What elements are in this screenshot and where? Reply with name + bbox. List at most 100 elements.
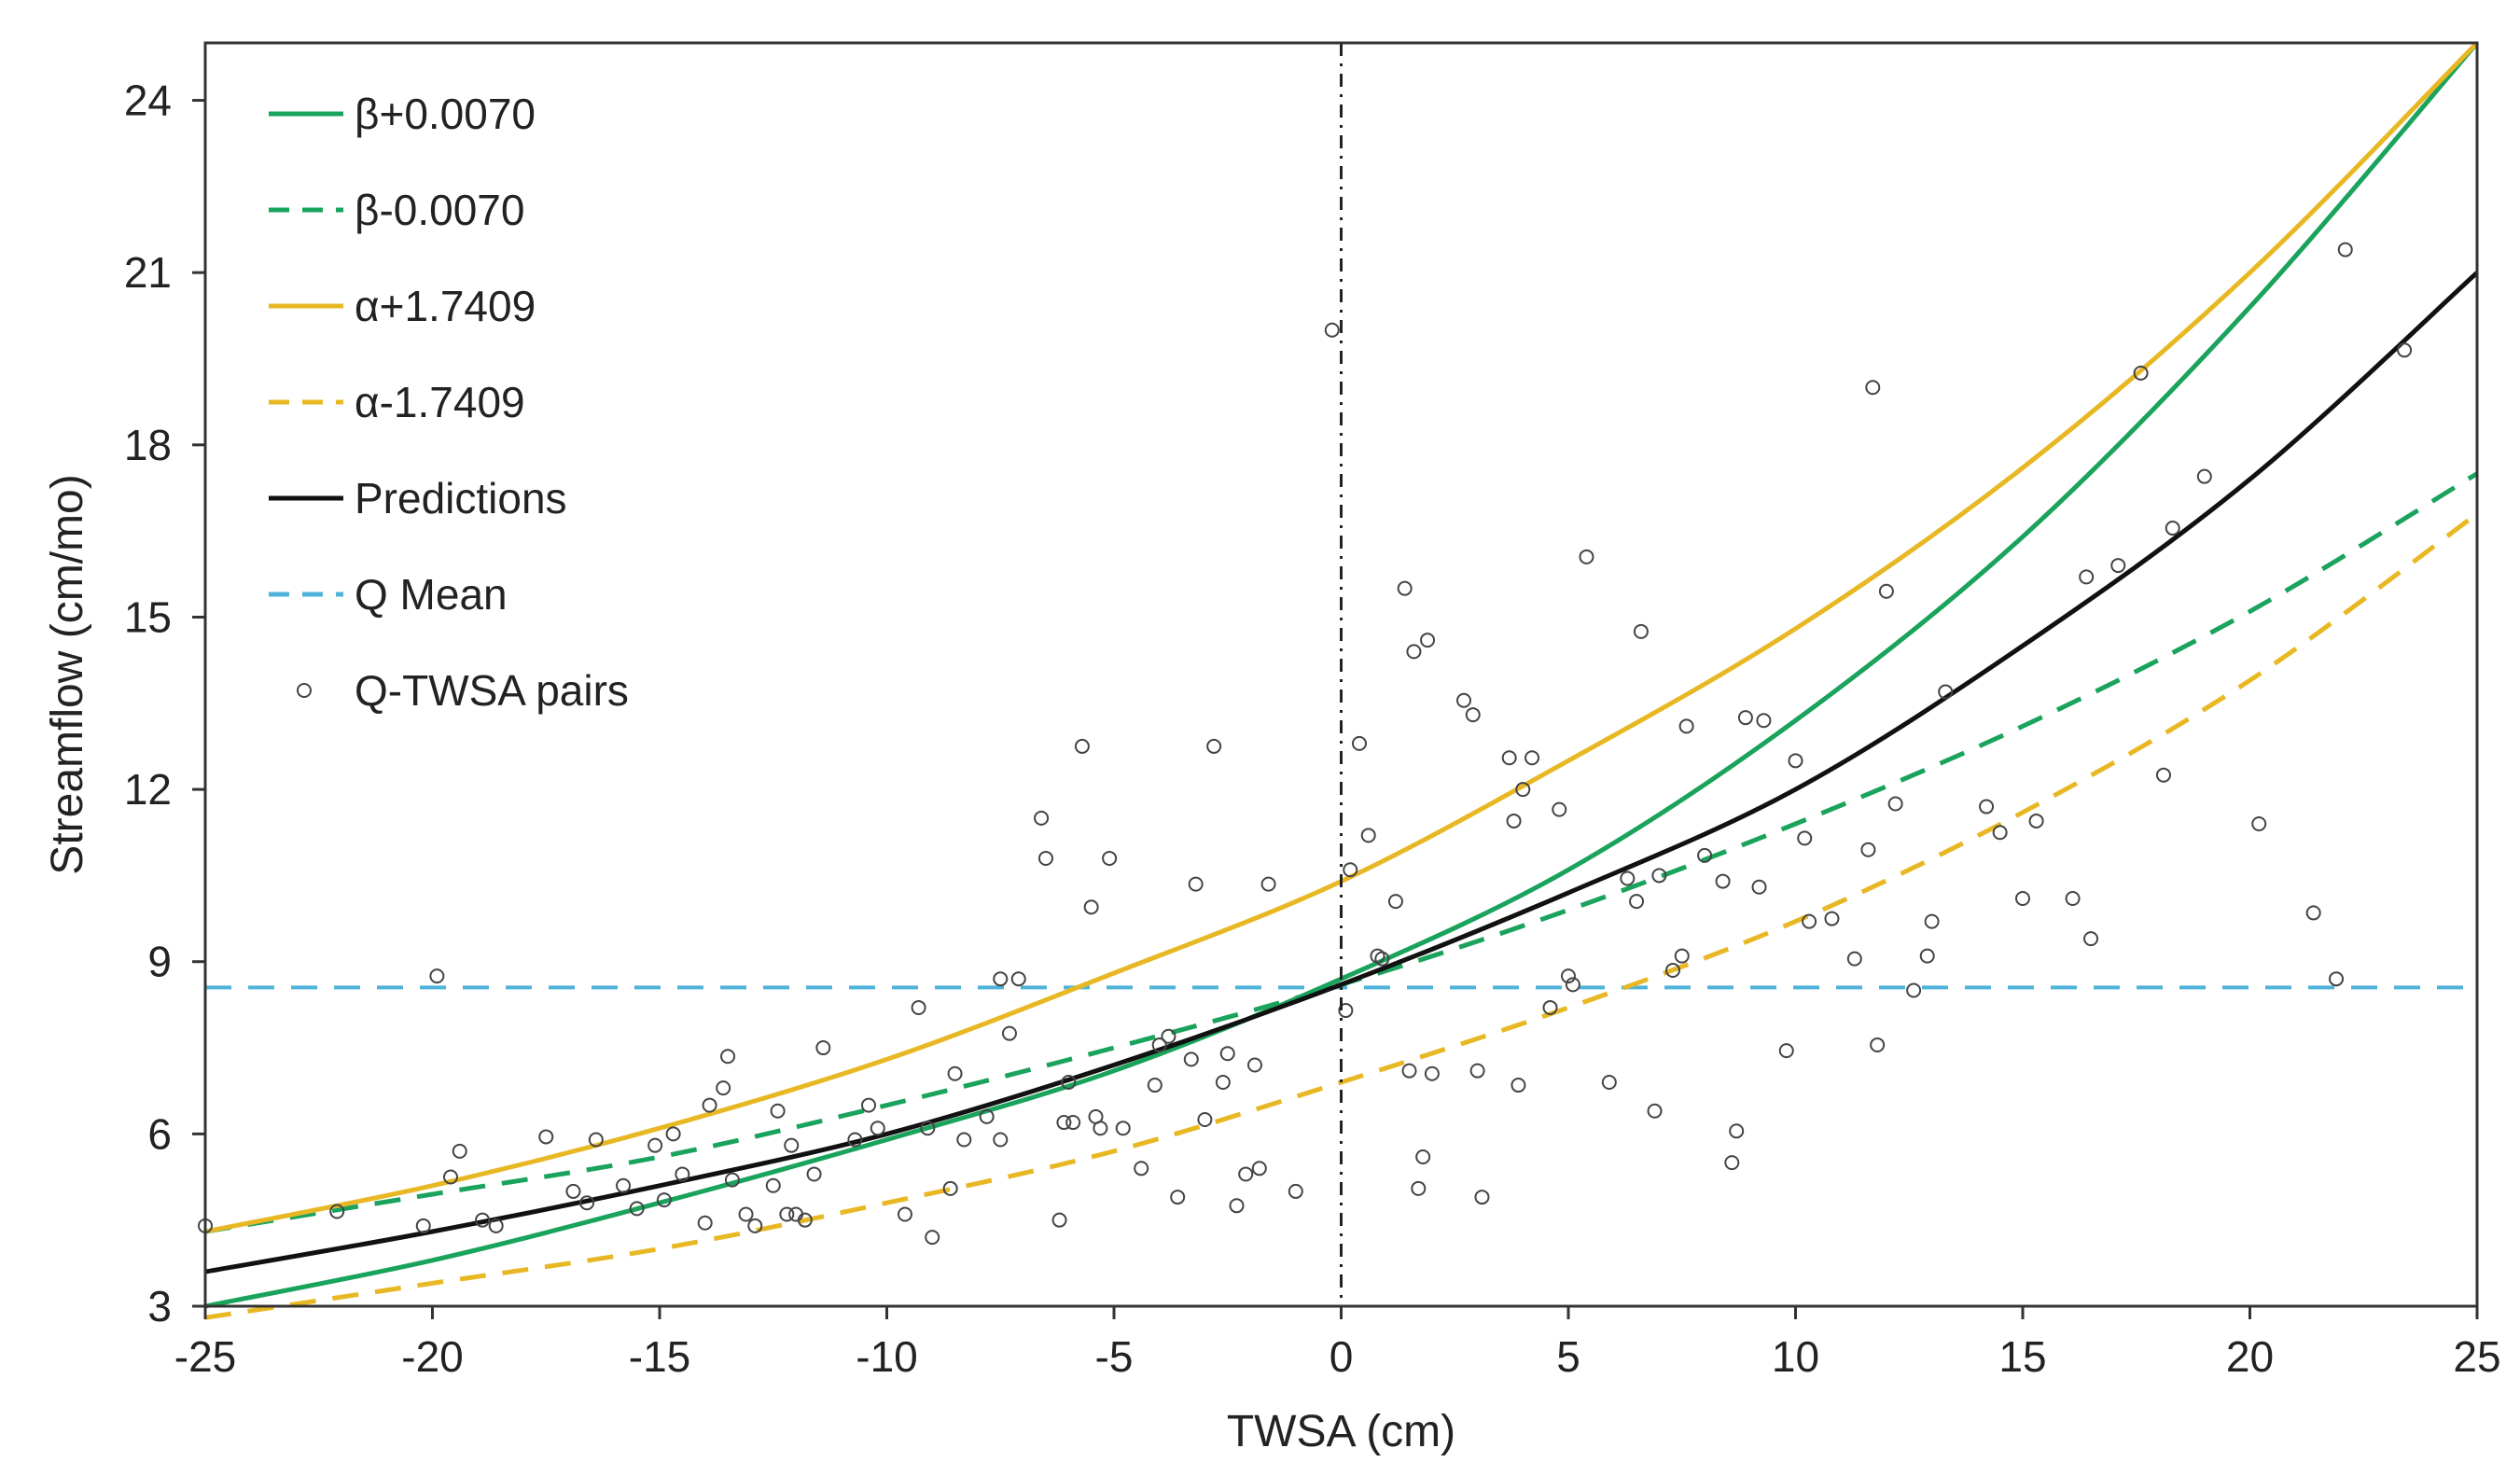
scatter-point-48 [1037,850,1053,866]
scatter-point-94 [1511,1078,1526,1093]
scatter-point-5 [452,1143,467,1159]
scatter-point-34 [861,1097,877,1113]
scatter-point-112 [1724,1155,1740,1171]
x-tick-label: 20 [2226,1332,2274,1381]
scatter-point-39 [925,1230,940,1246]
scatter-point-55 [1093,1121,1108,1136]
scatter-point-37 [911,999,926,1015]
scatter-point-99 [1561,968,1576,984]
scatter-point-16 [665,1126,681,1142]
scatter-point-137 [2083,931,2099,947]
legend-label-betaminus0-0070: β-0.0070 [355,186,524,234]
scatter-point-59 [1147,1078,1163,1093]
y-tick-label: 6 [147,1109,172,1158]
series-betaplus0-0070-line [204,41,2479,1309]
scatter-point-40 [942,1180,958,1196]
scatter-point-49 [1051,1212,1067,1228]
scatter-point-147 [2397,342,2413,358]
scatter-point-133 [2015,891,2030,907]
scatter-point-7 [488,1218,504,1233]
scatter-point-98 [1552,801,1567,817]
scatter-point-105 [1633,623,1649,639]
scatter-point-146 [2337,242,2353,258]
scatter-point-111 [1715,873,1731,889]
scatter-point-127 [1887,796,1903,812]
scatter-point-36 [897,1206,912,1222]
scatter-point-132 [1992,825,2008,841]
scatter-point-101 [1579,549,1594,564]
scatter-point-28 [806,1166,822,1182]
legend-label-predictions: Predictions [355,474,567,522]
scatter-point-46 [1010,971,1026,987]
scatter-point-131 [1979,799,1995,815]
scatter-point-149 [1151,1037,1167,1052]
series-alphaminus1-7409-line [204,511,2479,1320]
scatter-point-62 [1183,1051,1199,1067]
scatter-point-134 [2028,813,2044,829]
y-tick-label: 12 [124,765,172,814]
scatter-point-92 [1501,750,1517,766]
scatter-point-23 [747,1218,763,1233]
legend-swatch-qminustwsa-pairs [297,683,312,698]
scatter-point-17 [675,1166,690,1182]
scatter-point-2 [415,1218,431,1233]
scatter-point-14 [647,1137,663,1153]
series-predictions-line [204,271,2479,1274]
x-tick-label: 5 [1556,1332,1580,1381]
scatter-point-70 [1246,1057,1262,1073]
scatter-point-100 [1565,977,1580,993]
scatter-point-76 [1343,862,1358,878]
scatter-point-13 [629,1201,645,1217]
scatter-point-56 [1102,850,1118,866]
scatter-point-15 [656,1192,672,1208]
scatter-point-87 [1424,1065,1440,1081]
legend-label-alphaplus1-7409: α+1.7409 [355,282,536,330]
scatter-point-85 [1415,1149,1431,1164]
scatter-point-24 [765,1177,781,1193]
scatter-point-148 [993,971,1009,987]
legend-label-qminustwsa-pairs: Q-TWSA pairs [355,666,629,715]
scatter-point-108 [1665,962,1681,978]
scatter-point-91 [1474,1190,1490,1205]
legend-label-alphaminus1-7409: α-1.7409 [355,378,525,426]
scatter-point-106 [1647,1103,1663,1119]
scatter-point-77 [1351,735,1367,751]
scatter-point-96 [1525,750,1540,766]
scatter-point-81 [1397,580,1413,596]
scatter-point-143 [2251,816,2267,832]
scatter-point-121 [1824,911,1840,926]
scatter-point-44 [993,1132,1009,1148]
x-tick-label: 0 [1330,1332,1354,1381]
scatter-point-86 [1420,633,1436,648]
scatter-point-152 [1919,948,1935,964]
scatter-point-88 [1455,692,1471,708]
y-tick-label: 18 [124,421,172,469]
scatter-point-153 [1061,1074,1077,1090]
scatter-point-19 [702,1097,717,1113]
scatter-point-18 [697,1215,713,1231]
scatter-point-136 [2079,569,2095,585]
scatter-point-60 [1161,1028,1176,1044]
scatter-point-51 [1065,1115,1081,1131]
y-tick-label: 15 [124,592,172,641]
x-axis-label: TWSA (cm) [1227,1407,1455,1456]
x-tick-label: 10 [1772,1332,1819,1381]
scatter-point-145 [2329,971,2345,987]
scatter-point-68 [1229,1198,1245,1214]
scatter-point-66 [1215,1074,1231,1090]
scatter-point-58 [1134,1161,1149,1177]
scatter-point-31 [784,1137,800,1153]
scatter-point-129 [1924,913,1940,929]
scatter-point-125 [1870,1037,1886,1052]
scatter-point-21 [724,1172,740,1188]
scatter-point-115 [1751,879,1767,895]
scatter-point-42 [956,1132,972,1148]
scatter-point-118 [1788,753,1803,769]
scatter-point-113 [1729,1123,1745,1139]
scatter-point-10 [579,1195,595,1211]
legend: β+0.0070 β-0.0070 α+1.7409 α-1.7409 Predicti… [269,90,629,715]
scatter-point-97 [1542,999,1558,1015]
scatter-point-142 [2196,468,2212,484]
